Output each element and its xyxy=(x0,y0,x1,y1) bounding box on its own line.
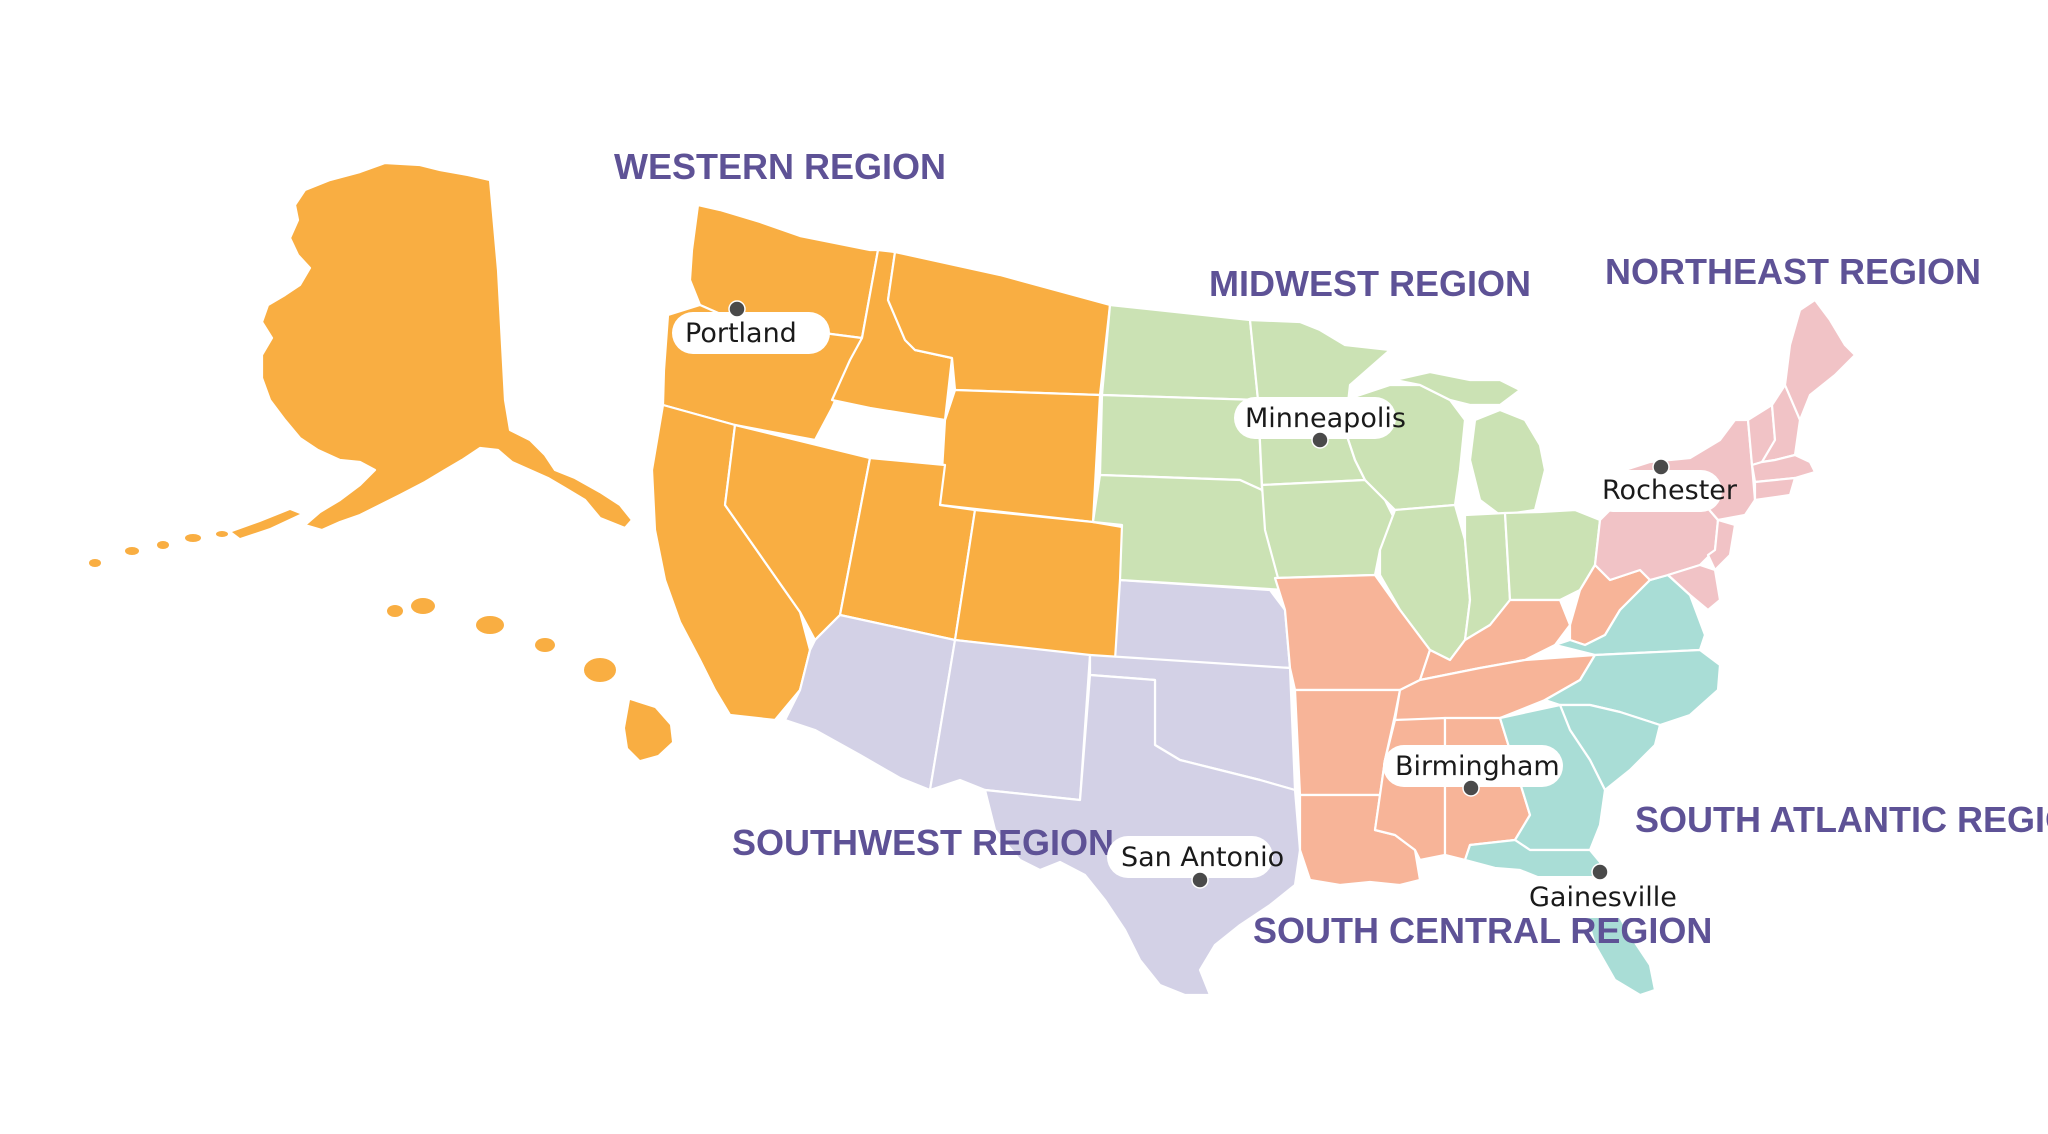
aleutian-island-5 xyxy=(216,531,228,537)
region-label-northeast: NORTHEAST REGION xyxy=(1605,251,1981,292)
region-label-midwest: MIDWEST REGION xyxy=(1209,263,1531,304)
city-dot-minneapolis xyxy=(1311,431,1329,449)
state-michigan-upper xyxy=(1393,370,1522,407)
city-pill-rochester xyxy=(1592,470,1722,512)
aleutian-island-2 xyxy=(125,547,139,555)
city-pill-gainesville xyxy=(1515,876,1673,918)
city-marker-gainesville: Gainesville xyxy=(1515,863,1677,918)
city-label-minneapolis: Minneapolis xyxy=(1245,403,1406,434)
state-kansas xyxy=(1113,578,1292,670)
state-montana xyxy=(886,250,1112,397)
city-marker-birmingham: Birmingham xyxy=(1383,745,1563,797)
city-pill-portland xyxy=(672,312,830,354)
region-label-western: WESTERN REGION xyxy=(614,146,946,187)
city-label-birmingham: Birmingham xyxy=(1395,751,1560,782)
state-new-mexico xyxy=(928,638,1092,802)
city-pill-minneapolis xyxy=(1234,397,1396,439)
city-marker-rochester: Rochester xyxy=(1592,458,1738,512)
city-label-rochester: Rochester xyxy=(1602,475,1738,506)
city-label-gainesville: Gainesville xyxy=(1529,882,1677,913)
northeast-region-area xyxy=(1593,298,1857,612)
hawaii-island-molokai xyxy=(476,616,504,634)
city-pill-san-antonio xyxy=(1107,836,1273,878)
state-alaska xyxy=(260,161,634,532)
aleutian-island-3 xyxy=(157,541,169,549)
city-marker-portland: Portland xyxy=(672,300,830,354)
aleutian-island-4 xyxy=(185,534,201,542)
hawaii-island-maui xyxy=(584,658,616,682)
city-marker-minneapolis: Minneapolis xyxy=(1234,397,1406,449)
state-arizona xyxy=(783,613,957,792)
city-label-san-antonio: San Antonio xyxy=(1121,842,1284,873)
hawaii-island-lanai xyxy=(535,638,555,652)
state-wyoming xyxy=(938,388,1102,524)
aleutian-chain xyxy=(232,510,300,538)
city-dot-san-antonio xyxy=(1191,871,1209,889)
city-marker-san-antonio: San Antonio xyxy=(1107,836,1284,889)
state-maryland xyxy=(1666,563,1722,612)
city-pill-birmingham xyxy=(1383,745,1563,787)
hawaii-island-kauai xyxy=(387,605,403,617)
midwest-region-area xyxy=(1091,303,1602,662)
region-label-south-atlantic: SOUTH ATLANTIC REGION xyxy=(1635,799,2048,840)
city-dot-portland xyxy=(728,300,746,318)
region-label-southwest: SOUTHWEST REGION xyxy=(732,822,1114,863)
city-dot-gainesville xyxy=(1591,863,1609,881)
state-north-dakota xyxy=(1100,303,1260,402)
city-dot-rochester xyxy=(1652,458,1670,476)
city-label-portland: Portland xyxy=(685,318,797,349)
southwest-region-area xyxy=(783,578,1302,997)
state-michigan-lower xyxy=(1468,408,1547,517)
hawaii-island-oahu xyxy=(411,598,435,614)
hawaii-island-big xyxy=(625,700,672,760)
state-texas xyxy=(983,673,1302,997)
city-dot-birmingham xyxy=(1462,779,1480,797)
state-nebraska xyxy=(1091,473,1287,592)
state-connecticut xyxy=(1753,476,1797,502)
state-colorado xyxy=(953,508,1142,662)
state-iowa xyxy=(1260,478,1397,580)
aleutian-island-1 xyxy=(89,559,101,567)
state-maine xyxy=(1783,298,1857,422)
